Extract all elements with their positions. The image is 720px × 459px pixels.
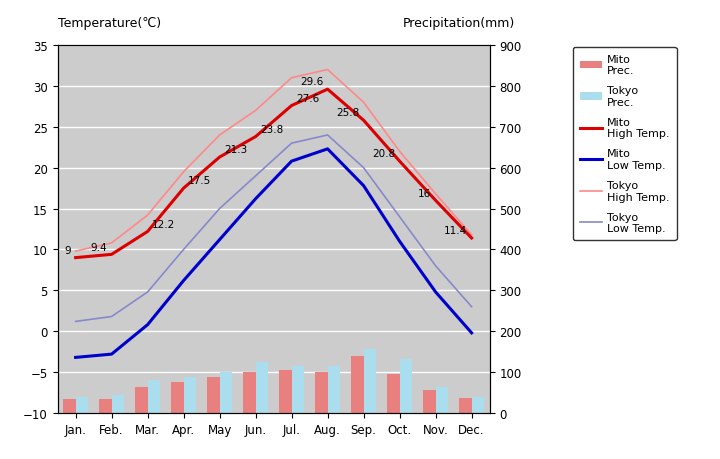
Bar <box>243 372 256 413</box>
Bar <box>171 382 184 413</box>
Bar <box>328 366 340 413</box>
Text: 12.2: 12.2 <box>152 219 175 229</box>
Bar <box>315 372 328 413</box>
Bar <box>364 349 376 413</box>
Bar <box>400 359 412 413</box>
Bar <box>256 363 268 413</box>
Text: Precipitation(mm): Precipitation(mm) <box>403 17 516 30</box>
Legend: Mito
Prec., Tokyo
Prec., Mito
High Temp., Mito
Low Temp., Tokyo
High Temp., Toky: Mito Prec., Tokyo Prec., Mito High Temp.… <box>573 48 677 240</box>
Bar <box>279 371 292 413</box>
Bar <box>76 397 88 413</box>
Bar <box>436 387 448 413</box>
Bar <box>387 374 400 413</box>
Bar <box>423 390 436 413</box>
Bar <box>184 377 196 413</box>
Text: 20.8: 20.8 <box>372 149 395 159</box>
Text: 25.8: 25.8 <box>336 108 359 118</box>
Bar <box>459 398 472 413</box>
Bar <box>135 387 148 413</box>
Text: 17.5: 17.5 <box>188 176 211 186</box>
Text: 9.4: 9.4 <box>91 242 107 252</box>
Bar <box>292 366 304 413</box>
Text: 11.4: 11.4 <box>444 226 467 236</box>
Text: 29.6: 29.6 <box>300 77 323 87</box>
Bar <box>148 381 160 413</box>
Text: 23.8: 23.8 <box>260 124 283 134</box>
Bar <box>99 399 112 413</box>
Bar <box>220 372 232 413</box>
Bar <box>351 356 364 413</box>
Bar <box>112 395 124 413</box>
Text: 27.6: 27.6 <box>296 94 319 104</box>
Bar <box>207 377 220 413</box>
Text: 21.3: 21.3 <box>224 145 247 155</box>
Text: Temperature(℃): Temperature(℃) <box>58 17 161 30</box>
Bar <box>472 397 484 413</box>
Text: 9: 9 <box>65 245 71 255</box>
Bar <box>63 399 76 413</box>
Text: 16: 16 <box>418 188 431 198</box>
